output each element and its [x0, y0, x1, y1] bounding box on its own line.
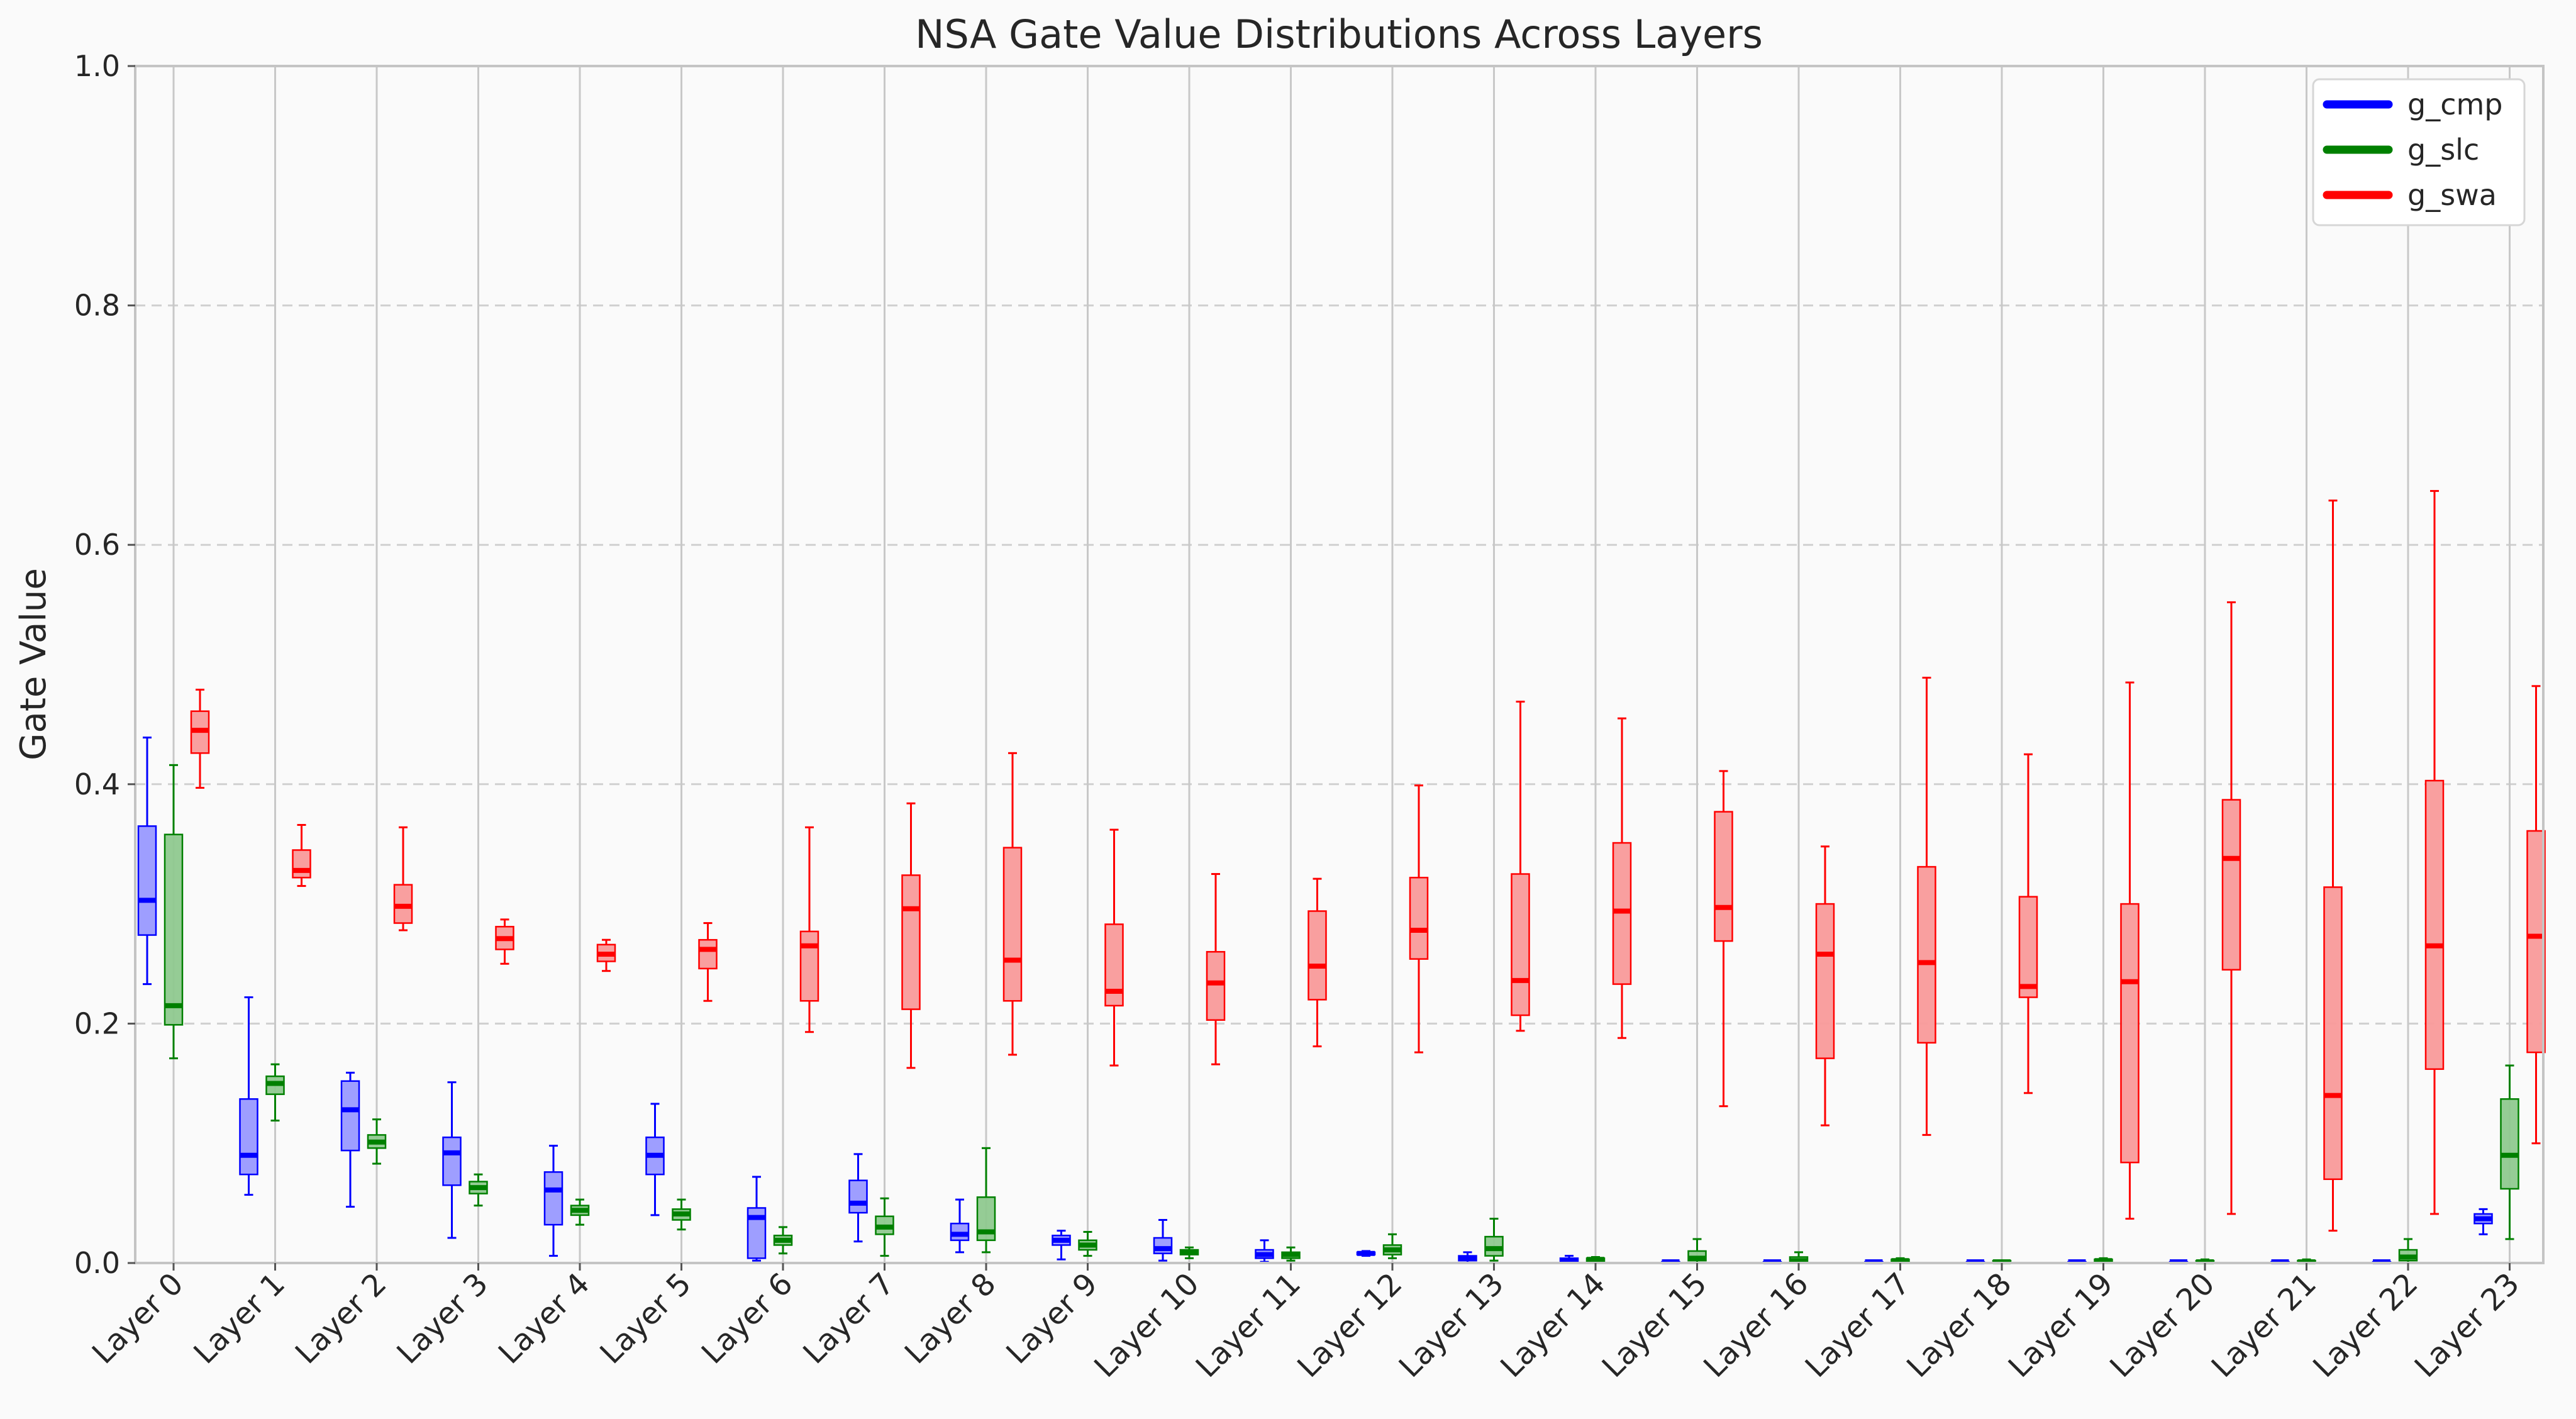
box-g-slc-layer-13	[1484, 1218, 1504, 1262]
y-tick-label: 0.4	[74, 767, 120, 801]
box-g-swa-layer-10	[1206, 873, 1226, 1066]
box-g-slc-layer-5	[672, 1198, 691, 1231]
box-g-cmp-layer-10	[1153, 1218, 1173, 1262]
box-iqr	[2221, 799, 2241, 971]
box-g-cmp-layer-23	[2473, 1208, 2493, 1235]
box-g-slc-layer-2	[367, 1118, 387, 1165]
box-g-slc-layer-1	[265, 1063, 285, 1122]
box-g-swa-layer-14	[1612, 717, 1632, 1039]
box-iqr	[2526, 830, 2546, 1054]
box-g-swa-layer-15	[1714, 770, 1733, 1108]
box-iqr	[1714, 811, 1733, 942]
box-g-swa-layer-11	[1307, 877, 1327, 1048]
box-iqr	[292, 849, 311, 879]
box-g-slc-layer-23	[2500, 1064, 2519, 1240]
legend-label-g-cmp: g_cmp	[2407, 87, 2503, 121]
box-g-swa-layer-23	[2526, 685, 2546, 1145]
box-g-cmp-layer-1	[239, 996, 258, 1196]
box-g-swa-layer-12	[1409, 784, 1429, 1054]
box-g-cmp-layer-3	[442, 1081, 462, 1239]
box-iqr	[901, 874, 921, 1010]
box-g-slc-layer-3	[469, 1173, 488, 1207]
box-iqr	[2424, 779, 2445, 1070]
box-iqr	[137, 825, 157, 936]
box-g-cmp-layer-9	[1052, 1230, 1071, 1260]
box-iqr	[239, 1098, 258, 1176]
box-g-cmp-layer-4	[543, 1145, 564, 1257]
y-tick-label: 1.0	[74, 49, 120, 83]
box-g-slc-layer-9	[1078, 1231, 1097, 1257]
box-iqr	[2018, 896, 2038, 998]
series-g-swa	[190, 490, 2546, 1232]
box-iqr	[1511, 873, 1530, 1016]
plot-frame	[134, 65, 2545, 1264]
series-g-slc	[164, 764, 2519, 1265]
box-iqr	[1002, 847, 1023, 1002]
box-iqr	[2323, 886, 2343, 1181]
legend-label-g-swa: g_swa	[2407, 178, 2497, 212]
box-g-swa-layer-4	[596, 938, 616, 972]
legend-box	[2312, 78, 2526, 226]
box-iqr	[1917, 865, 1936, 1044]
box-g-cmp-layer-2	[340, 1071, 360, 1208]
box-g-swa-layer-19	[2120, 681, 2140, 1220]
box-g-swa-layer-22	[2424, 490, 2445, 1215]
y-tick-label: 0.2	[74, 1006, 120, 1040]
box-g-slc-layer-7	[875, 1197, 894, 1257]
box-iqr	[2500, 1098, 2519, 1190]
box-g-swa-layer-3	[495, 918, 514, 965]
legend-label-g-slc: g_slc	[2407, 133, 2479, 167]
box-iqr	[1206, 950, 1226, 1021]
box-g-swa-layer-5	[698, 922, 718, 1002]
box-g-cmp-layer-8	[950, 1198, 970, 1254]
box-iqr	[1815, 903, 1835, 1059]
y-tick-label: 0.8	[74, 289, 120, 323]
box-iqr	[164, 833, 184, 1026]
box-g-cmp-layer-6	[747, 1176, 767, 1262]
chart-title: NSA Gate Value Distributions Across Laye…	[915, 11, 1763, 57]
box-g-swa-layer-2	[393, 826, 413, 932]
box-iqr	[543, 1171, 564, 1226]
box-iqr	[848, 1179, 868, 1214]
box-g-swa-layer-0	[190, 688, 210, 789]
box-g-cmp-layer-5	[645, 1103, 665, 1216]
box-g-swa-layer-13	[1511, 700, 1530, 1032]
legend: g_cmp g_slc g_swa	[2312, 78, 2526, 226]
box-g-swa-layer-8	[1002, 752, 1023, 1056]
box-iqr	[1307, 910, 1327, 1001]
y-tick-label: 0.6	[74, 528, 120, 562]
box-iqr	[442, 1136, 462, 1186]
y-axis-label: Gate Value	[13, 568, 54, 760]
box-g-cmp-layer-7	[848, 1153, 868, 1243]
box-iqr	[340, 1080, 360, 1152]
box-g-cmp-layer-12	[1356, 1250, 1376, 1257]
box-g-slc-layer-12	[1382, 1233, 1402, 1259]
box-g-cmp-layer-0	[137, 737, 157, 986]
box-g-slc-layer-10	[1179, 1246, 1199, 1259]
box-g-swa-layer-16	[1815, 845, 1835, 1127]
box-g-slc-layer-11	[1281, 1246, 1301, 1262]
box-g-swa-layer-1	[292, 824, 311, 888]
box-g-swa-layer-9	[1104, 828, 1124, 1067]
box-iqr	[2120, 903, 2140, 1164]
box-g-slc-layer-6	[773, 1226, 793, 1255]
box-g-slc-layer-8	[976, 1147, 996, 1254]
box-g-swa-layer-7	[901, 802, 921, 1069]
box-g-swa-layer-21	[2323, 499, 2343, 1232]
box-g-slc-layer-0	[164, 764, 184, 1060]
box-iqr	[698, 938, 718, 970]
box-g-swa-layer-17	[1917, 676, 1936, 1136]
box-iqr	[1409, 876, 1429, 960]
box-iqr	[799, 930, 819, 1002]
y-axis: 0.0 0.2 0.4 0.6 0.8 1.0	[74, 49, 135, 1280]
box-g-slc-layer-4	[570, 1198, 590, 1226]
plot-area	[135, 66, 2543, 1263]
grid	[135, 66, 2543, 1263]
box-g-swa-layer-20	[2221, 601, 2241, 1215]
box-g-swa-layer-18	[2018, 753, 2038, 1094]
box-g-swa-layer-6	[799, 826, 819, 1033]
y-tick-label: 0.0	[74, 1246, 120, 1280]
